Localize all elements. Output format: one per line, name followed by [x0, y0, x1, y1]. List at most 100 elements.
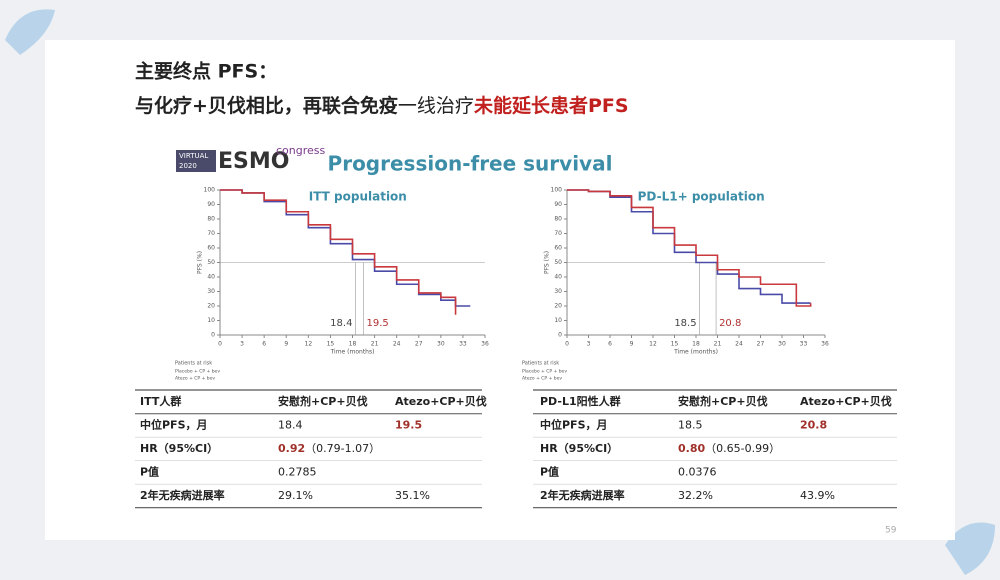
- table-cell: 0.0376: [678, 466, 717, 479]
- table-cell: 20.8: [800, 419, 827, 432]
- median-label: 19.5: [367, 318, 389, 329]
- y-tick-label: 10: [207, 317, 215, 324]
- decor: [5, 9, 55, 55]
- table-cell: 18.4: [278, 419, 303, 432]
- table-cell: 32.2%: [678, 489, 713, 502]
- x-tick-label: 3: [587, 341, 591, 348]
- chart-title: PD-L1+ population: [638, 190, 765, 204]
- decor: [945, 522, 995, 575]
- risk-row-label: Placebo + CP + bev: [522, 369, 567, 375]
- title-line2: 与化疗+贝伐相比，再联合免疫一线治疗未能延长患者PFS: [135, 94, 629, 117]
- title-line1: 主要终点 PFS：: [135, 60, 277, 83]
- table-header: Atezo+CP+贝伐: [800, 394, 892, 408]
- table-header: PD-L1阳性人群: [540, 394, 621, 408]
- y-tick-label: 10: [554, 317, 562, 324]
- table-header: Atezo+CP+贝伐: [395, 394, 487, 408]
- table-cell: 18.5: [678, 419, 703, 432]
- x-tick-label: 6: [608, 341, 612, 348]
- y-tick-label: 90: [207, 201, 215, 208]
- y-tick-label: 0: [211, 332, 215, 339]
- table-cell: 0.2785: [278, 466, 317, 479]
- cell-part: 0.92: [278, 442, 305, 455]
- y-tick-label: 60: [554, 245, 562, 252]
- y-tick-label: 20: [554, 303, 562, 310]
- title-bold: 与化疗+贝伐相比，再联合免疫: [135, 94, 398, 117]
- x-tick-label: 33: [459, 341, 467, 348]
- y-tick-label: 100: [551, 187, 563, 194]
- y-tick-label: 50: [554, 259, 562, 266]
- table-header: ITT人群: [140, 394, 181, 408]
- x-tick-label: 9: [630, 341, 634, 348]
- row-label: P值: [140, 465, 159, 479]
- table-header: 安慰剂+CP+贝伐: [278, 394, 368, 408]
- x-tick-label: 12: [649, 341, 657, 348]
- logo-year: 2020: [179, 162, 197, 170]
- row-label: P值: [540, 465, 559, 479]
- table-cell: 43.9%: [800, 489, 835, 502]
- y-tick-label: 80: [207, 216, 215, 223]
- y-axis-label: PFS (%): [197, 251, 204, 274]
- x-tick-label: 33: [800, 341, 808, 348]
- y-tick-label: 40: [207, 274, 215, 281]
- table-header: 安慰剂+CP+贝伐: [678, 394, 768, 408]
- x-axis-label: Time (months): [673, 349, 718, 356]
- logo-box: [176, 150, 216, 172]
- x-tick-label: 30: [437, 341, 445, 348]
- x-tick-label: 15: [327, 341, 335, 348]
- cell-part: （0.65-0.99）: [705, 442, 780, 455]
- x-tick-label: 21: [371, 341, 379, 348]
- table-cell: 19.5: [395, 419, 422, 432]
- x-tick-label: 12: [305, 341, 313, 348]
- cell-part: （0.79-1.07）: [305, 442, 380, 455]
- cell-part: 0.80: [678, 442, 705, 455]
- x-tick-label: 36: [821, 341, 829, 348]
- x-tick-label: 30: [778, 341, 786, 348]
- x-tick-label: 0: [565, 341, 569, 348]
- risk-row-label: Atezo + CP + bev: [522, 376, 562, 382]
- table-cell: 0.80（0.65-0.99）: [678, 442, 780, 455]
- x-tick-label: 24: [393, 341, 401, 348]
- y-tick-label: 50: [207, 259, 215, 266]
- x-tick-label: 21: [714, 341, 722, 348]
- risk-row-label: Placebo + CP + bev: [175, 369, 220, 375]
- y-tick-label: 20: [207, 303, 215, 310]
- x-axis-label: Time (months): [330, 349, 375, 356]
- title-red: 未能延长患者PFS: [473, 94, 629, 117]
- y-tick-label: 70: [207, 230, 215, 237]
- x-tick-label: 9: [284, 341, 288, 348]
- y-tick-label: 0: [558, 332, 562, 339]
- page-number: 59: [885, 526, 897, 536]
- y-axis-label: PFS (%): [544, 251, 551, 274]
- x-tick-label: 15: [671, 341, 679, 348]
- x-tick-label: 24: [735, 341, 743, 348]
- median-label: 20.8: [719, 318, 741, 329]
- x-tick-label: 0: [218, 341, 222, 348]
- y-tick-label: 30: [554, 288, 562, 295]
- risk-title: Patients at risk: [175, 361, 212, 367]
- survival-curve: [567, 189, 812, 307]
- logo-sup: congress: [276, 144, 326, 157]
- row-label: HR（95%CI）: [140, 442, 218, 455]
- y-tick-label: 70: [554, 230, 562, 237]
- slide-panel: [45, 40, 955, 540]
- y-tick-label: 40: [554, 274, 562, 281]
- row-label: 2年无疾病进展率: [540, 488, 625, 502]
- title-plain: 一线治疗: [398, 95, 474, 117]
- logo-top: VIRTUAL: [179, 152, 208, 160]
- x-tick-label: 27: [415, 341, 423, 348]
- y-tick-label: 30: [207, 288, 215, 295]
- row-label: HR（95%CI）: [540, 442, 618, 455]
- x-tick-label: 6: [262, 341, 266, 348]
- banner-title: Progression-free survival: [328, 152, 613, 176]
- risk-row-label: Atezo + CP + bev: [175, 376, 215, 382]
- median-label: 18.4: [330, 318, 352, 329]
- row-label: 2年无疾病进展率: [140, 488, 225, 502]
- y-tick-label: 90: [554, 201, 562, 208]
- x-tick-label: 3: [240, 341, 244, 348]
- y-tick-label: 80: [554, 216, 562, 223]
- table-cell: 0.92（0.79-1.07）: [278, 442, 380, 455]
- survival-curve: [220, 189, 457, 315]
- x-tick-label: 18: [692, 341, 700, 348]
